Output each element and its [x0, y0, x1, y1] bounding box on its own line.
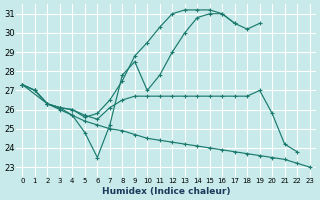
X-axis label: Humidex (Indice chaleur): Humidex (Indice chaleur) — [102, 187, 230, 196]
